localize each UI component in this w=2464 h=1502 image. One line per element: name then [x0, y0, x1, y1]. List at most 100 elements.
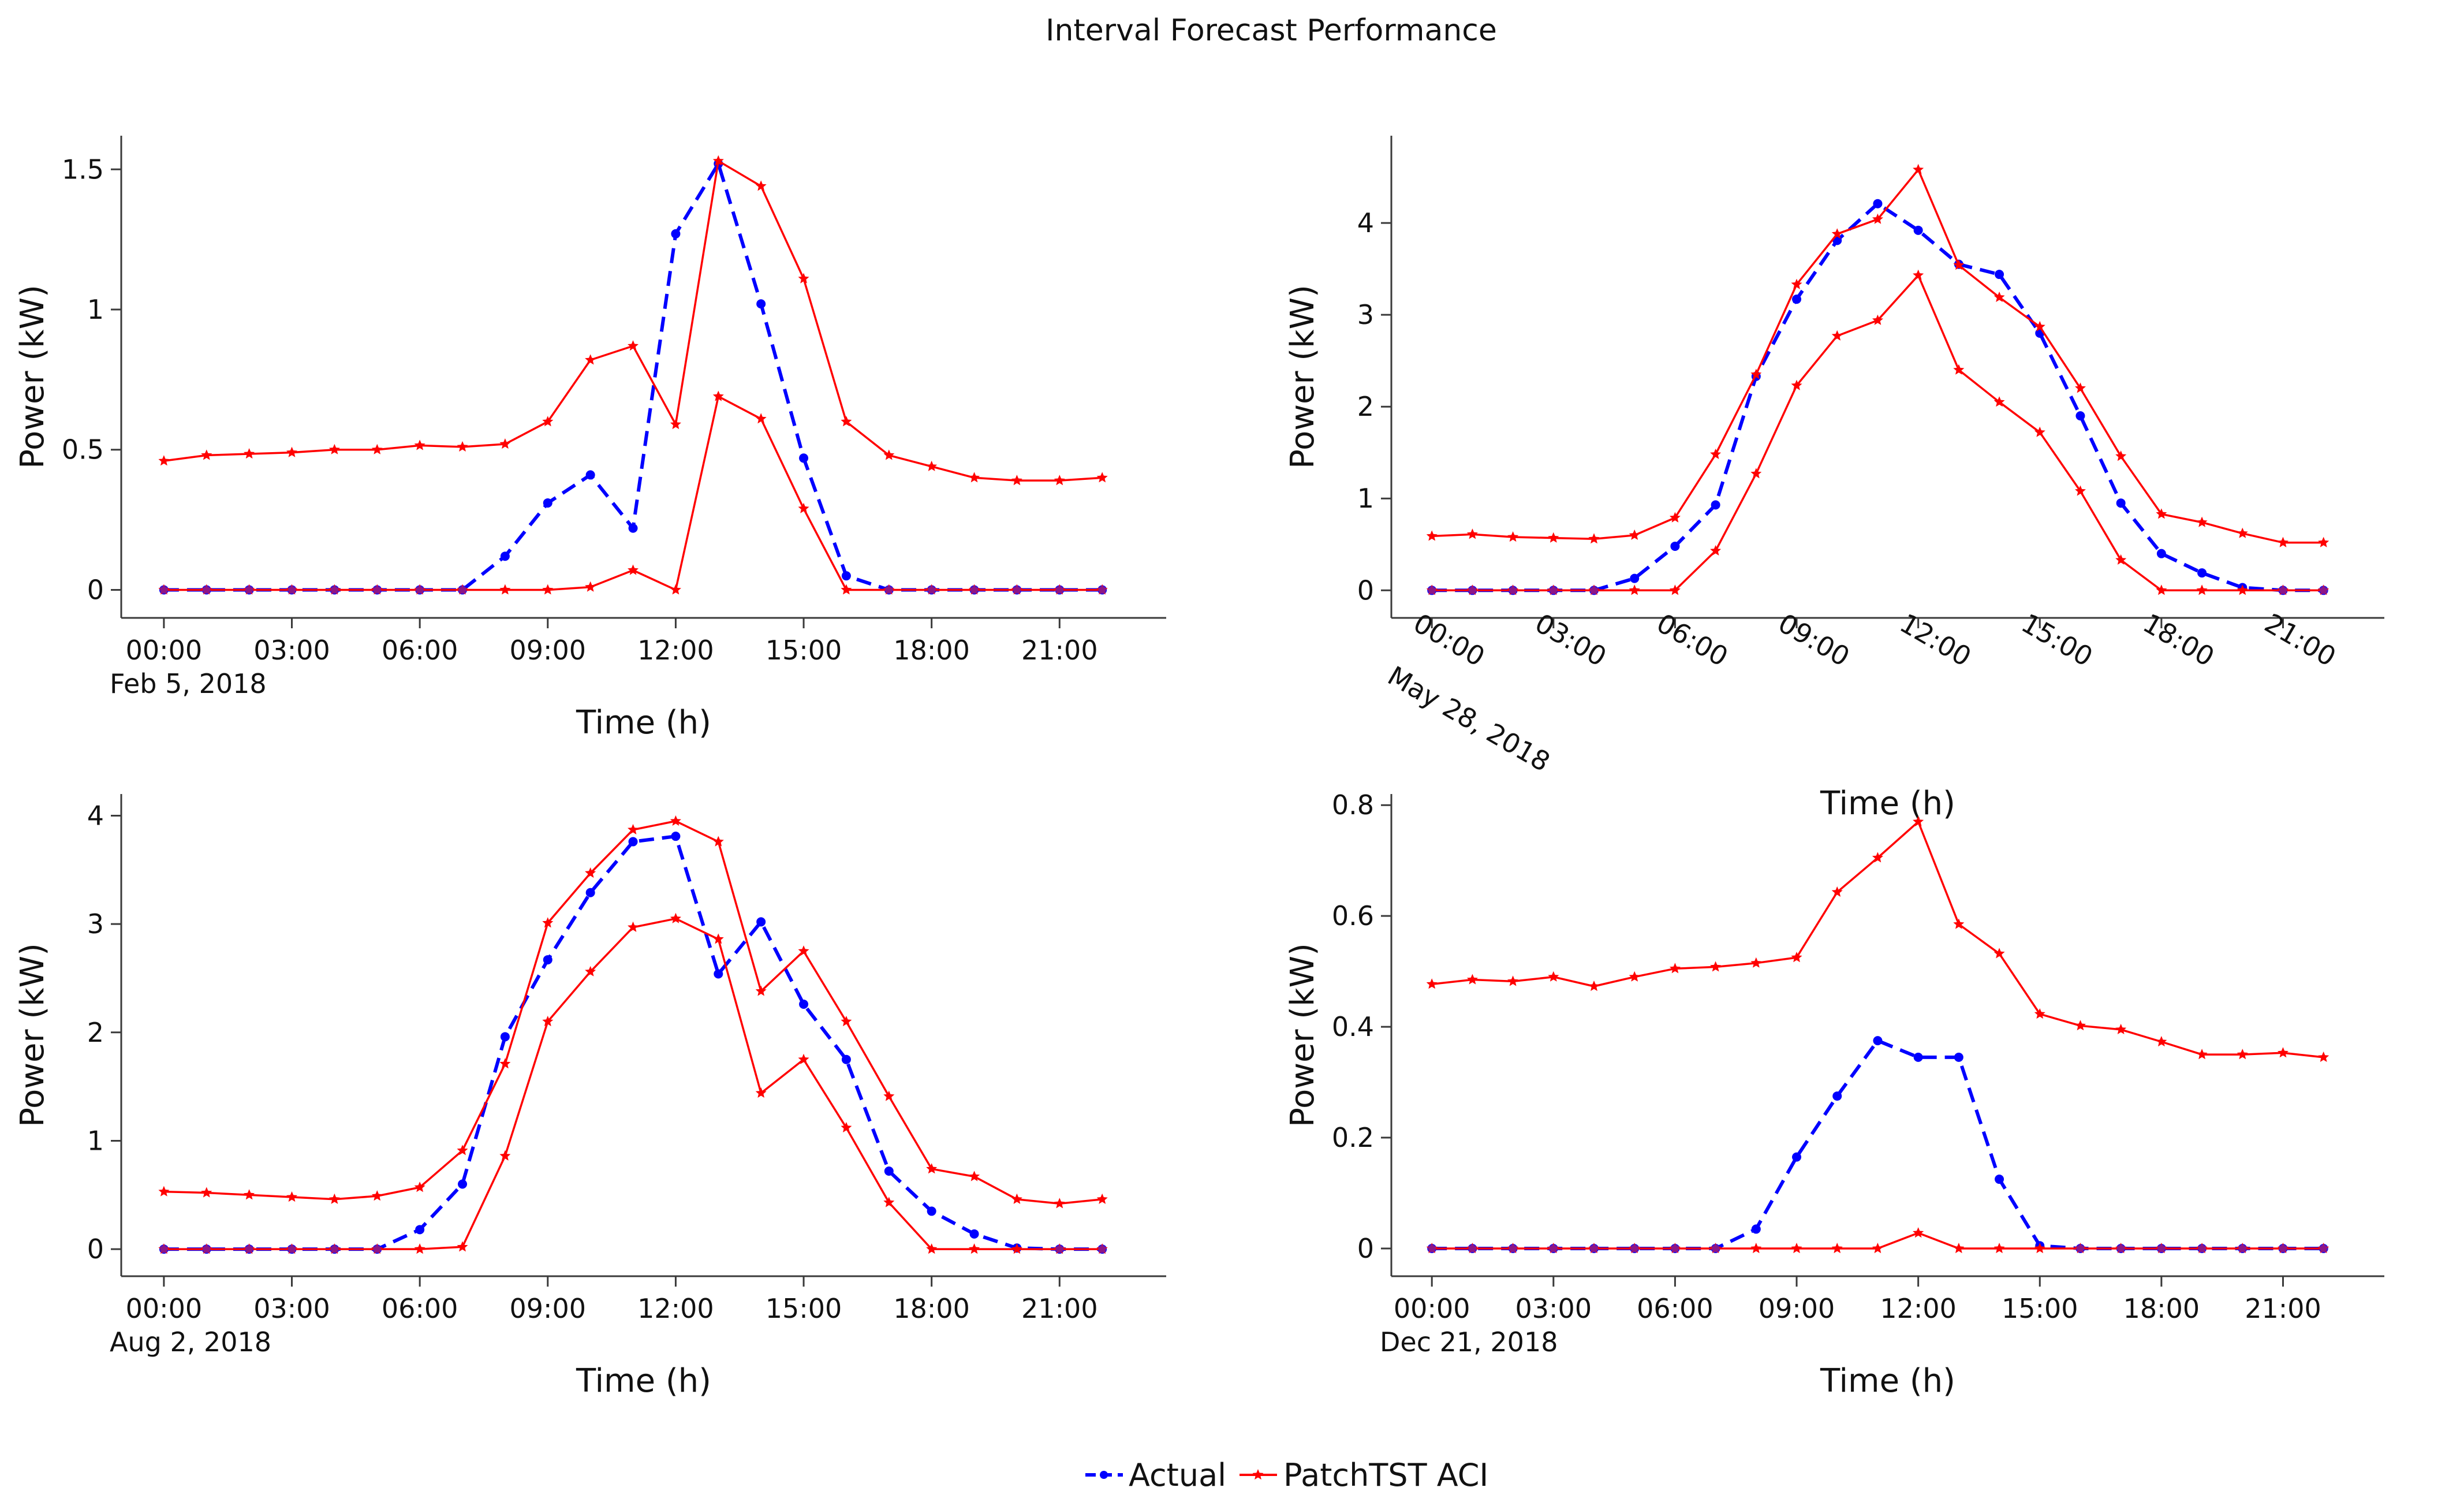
data-point [1710, 961, 1722, 972]
data-point [671, 832, 681, 841]
overlap-point [2319, 586, 2328, 595]
series-patchtst-aci-1 [158, 155, 1108, 486]
series-patchtst-aci-1 [158, 815, 1108, 1209]
x-tick-label: 00:00 [1394, 1293, 1470, 1324]
data-point [798, 273, 809, 284]
y-tick-label: 4 [87, 800, 104, 832]
date-label: Dec 21, 2018 [1380, 1326, 1558, 1358]
legend-item-patchtst-aci[interactable]: PatchTST ACI [1240, 1457, 1488, 1493]
overlap-point [2076, 1244, 2085, 1253]
overlap-point [1509, 586, 1517, 595]
legend-label-actual: Actual [1129, 1457, 1226, 1493]
y-axis-label: Power (kW) [1284, 943, 1321, 1127]
data-point [1873, 199, 1883, 208]
x-tick-label: 09:00 [1759, 1293, 1835, 1324]
overlap-point [1549, 586, 1558, 595]
date-label: Feb 5, 2018 [110, 668, 267, 699]
data-point [969, 1243, 980, 1254]
x-tick-label: 03:00 [253, 1293, 330, 1324]
data-point [883, 1090, 895, 1101]
data-point [1629, 584, 1640, 595]
data-point [714, 969, 723, 979]
data-point [1993, 1243, 2005, 1254]
y-tick-label: 3 [1357, 299, 1374, 330]
x-tick-label: 06:00 [382, 635, 458, 666]
data-point [671, 229, 681, 238]
data-point [158, 455, 170, 466]
overlap-point [202, 586, 211, 594]
data-point [2196, 584, 2208, 595]
data-point [1792, 295, 1802, 304]
data-point [2197, 568, 2207, 578]
overlap-point [2198, 1244, 2207, 1253]
overlap-point [245, 1245, 253, 1254]
data-point [499, 1058, 511, 1069]
data-point [371, 443, 383, 454]
data-point [2196, 1049, 2208, 1060]
data-point [1096, 1193, 1108, 1204]
data-point [670, 584, 681, 595]
data-point [500, 1032, 510, 1042]
data-point [1750, 468, 1762, 479]
data-point [969, 1229, 979, 1239]
series-interval-bound-2 [1426, 1227, 2329, 1254]
data-point [2116, 498, 2126, 508]
data-point [1831, 330, 1843, 341]
data-point [1710, 545, 1722, 556]
data-point [543, 955, 552, 965]
x-axis-label: Time (h) [1820, 785, 1955, 822]
data-point [1791, 379, 1802, 390]
data-point [1831, 228, 1843, 239]
data-point [2034, 426, 2045, 437]
data-point [1791, 1243, 1802, 1254]
series-line [163, 834, 1103, 1251]
data-point [542, 416, 554, 427]
overlap-point [1055, 586, 1064, 594]
data-point [2115, 554, 2127, 565]
overlap-point [159, 1245, 168, 1254]
data-point [201, 1187, 212, 1198]
chart-panel-1: 0 0.5 1 1.5 00:00 03:00 06:00 09:00 12:00 15:00 18… [14, 136, 1166, 741]
data-point [1751, 1224, 1761, 1234]
data-point [1630, 573, 1640, 583]
data-point [328, 1193, 340, 1204]
data-point [414, 1182, 425, 1192]
overlap-point [1428, 1244, 1436, 1253]
overlap-point [330, 1245, 339, 1254]
overlap-point [1013, 586, 1021, 594]
data-point [585, 354, 596, 365]
series-line [163, 159, 1103, 482]
series-line [1432, 202, 2324, 592]
chart-panel-3: 0 1 2 3 4 00:00 03:00 06:00 09:00 12:00 15:00 18:00… [14, 794, 1166, 1400]
data-point [1995, 270, 2004, 279]
overlap-point [2279, 586, 2287, 595]
data-point [1953, 364, 1965, 375]
y-tick-label: 0.5 [62, 434, 104, 465]
data-point [1669, 963, 1681, 974]
data-point [2115, 1023, 2127, 1034]
data-point [2115, 450, 2127, 461]
data-point [841, 1016, 852, 1027]
overlap-point [970, 586, 979, 594]
data-point [926, 1163, 938, 1174]
series-patchtst-aci-1 [1426, 163, 2329, 547]
data-point [543, 498, 552, 508]
x-tick-label: 03:00 [1515, 1293, 1592, 1324]
data-point [1872, 1243, 1883, 1254]
data-point [1011, 475, 1022, 486]
legend-item-actual[interactable]: Actual [1085, 1457, 1226, 1493]
data-point [1831, 1243, 1843, 1254]
data-point [1995, 1175, 2004, 1184]
data-point [457, 1145, 468, 1156]
data-point [1913, 1052, 1923, 1062]
data-point [926, 460, 938, 471]
y-axis-label: Power (kW) [14, 943, 51, 1127]
data-point [1096, 472, 1108, 483]
date-label: May 28, 2018 [1383, 660, 1555, 778]
data-point [500, 551, 510, 561]
data-point [585, 888, 595, 897]
data-point [841, 584, 852, 595]
chart-panel-4: 0 0.2 0.4 0.6 0.8 00:00 03:00 06:00 09:00 12:00 15… [1284, 789, 2384, 1400]
data-point [1466, 974, 1478, 985]
data-point [2237, 1049, 2248, 1060]
